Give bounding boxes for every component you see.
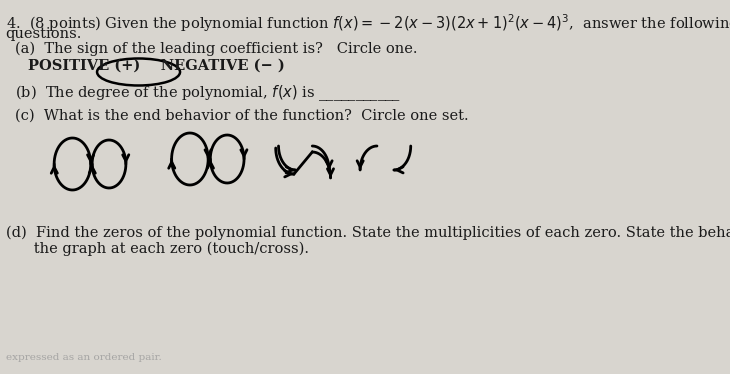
Text: POSITIVE (+)    NEGATIVE (− ): POSITIVE (+) NEGATIVE (− ) <box>28 59 285 73</box>
Text: the graph at each zero (touch/cross).: the graph at each zero (touch/cross). <box>6 242 309 257</box>
Text: expressed as an ordered pair.: expressed as an ordered pair. <box>6 353 161 362</box>
Text: (a)  The sign of the leading coefficient is?   Circle one.: (a) The sign of the leading coefficient … <box>15 42 418 56</box>
Text: (b)  The degree of the polynomial, $f(x)$ is ___________: (b) The degree of the polynomial, $f(x)$… <box>15 83 402 103</box>
Text: (c)  What is the end behavior of the function?  Circle one set.: (c) What is the end behavior of the func… <box>15 109 469 123</box>
Text: (d)  Find the zeros of the polynomial function. State the multiplicities of each: (d) Find the zeros of the polynomial fun… <box>6 226 730 240</box>
Text: 4.  (8 points) Given the polynomial function $f(x) =-2(x-3)(2x+1)^{2}(x-4)^{3}$,: 4. (8 points) Given the polynomial funct… <box>6 12 730 34</box>
Text: questions.: questions. <box>6 27 82 41</box>
